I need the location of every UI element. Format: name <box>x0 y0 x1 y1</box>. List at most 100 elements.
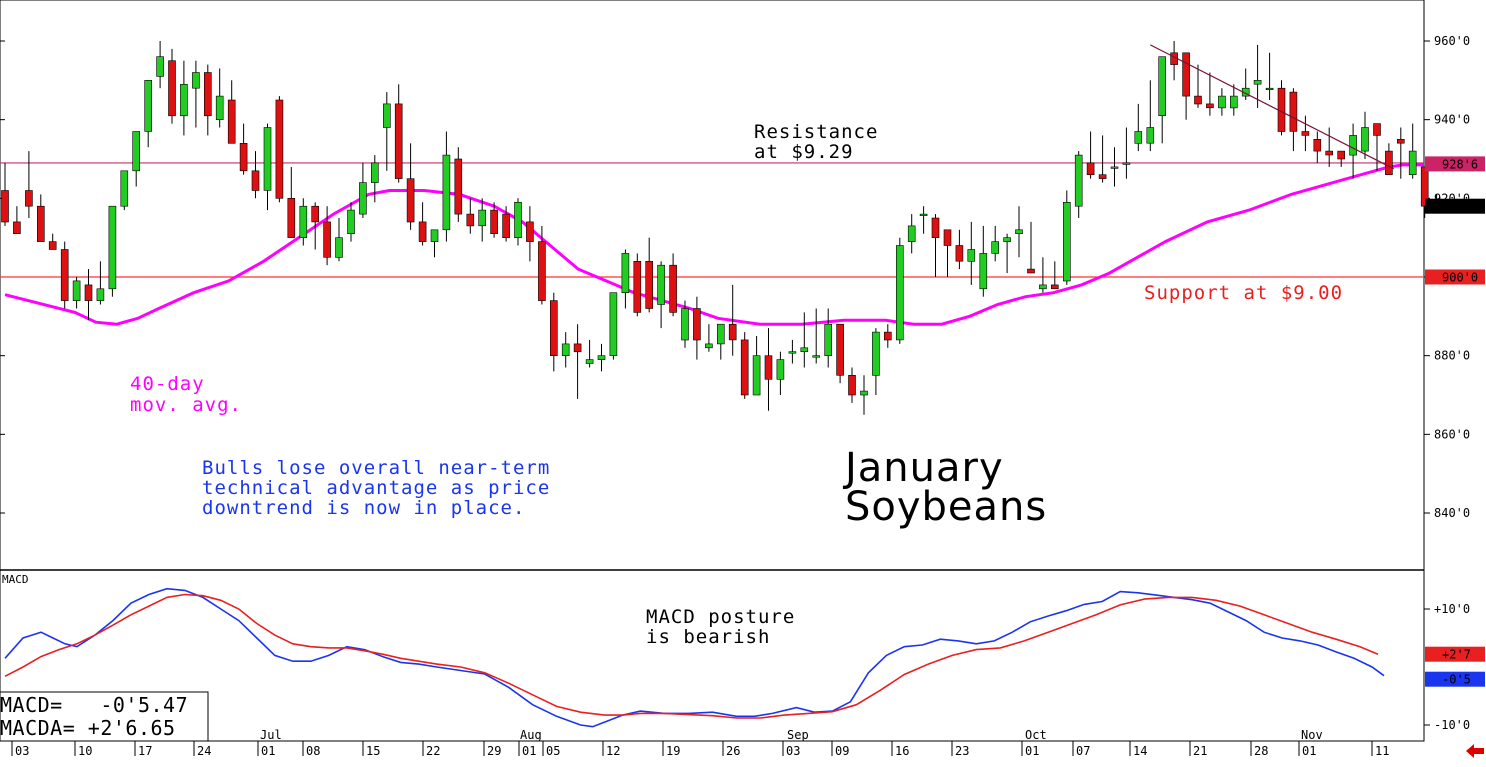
candle-up <box>120 170 129 207</box>
candle-up <box>824 323 833 357</box>
candle-down <box>669 264 677 313</box>
candle-down <box>1086 162 1095 175</box>
price-tag-bg <box>1425 269 1485 285</box>
trendline-layer <box>1150 44 1394 170</box>
date-tick-label: 09 <box>835 744 849 758</box>
macd-tag-bg <box>1425 646 1485 662</box>
candle-up <box>132 131 140 172</box>
macd-tag: -0'5 <box>1442 673 1471 687</box>
candle-up <box>442 154 451 231</box>
month-label: Sep <box>787 728 809 742</box>
candle-up <box>1003 237 1011 242</box>
candle-down <box>275 99 284 199</box>
macd-tag: +2'7 <box>1442 648 1471 662</box>
candle-up <box>907 225 916 242</box>
candle-down <box>764 355 773 380</box>
candle-up <box>382 103 391 128</box>
candle-up <box>609 292 618 356</box>
candle-down <box>48 241 57 250</box>
candle-up <box>335 237 343 258</box>
date-tick-label: 17 <box>138 744 152 758</box>
candle-up <box>359 182 367 215</box>
candle-up <box>657 264 665 305</box>
macd-tag-bg <box>1425 671 1485 687</box>
date-tick-label: 19 <box>666 744 680 758</box>
month-label: Aug <box>520 728 542 742</box>
macda-line <box>4 593 1379 719</box>
candle-down <box>311 205 320 223</box>
price-tick-label: 860'0 <box>1434 427 1470 441</box>
candle-up <box>108 205 117 290</box>
date-tick-label: 03 <box>15 744 29 758</box>
candle-down <box>931 217 940 239</box>
candle-down <box>466 213 475 227</box>
candle-up <box>1146 127 1155 144</box>
chart-title-line-2: Soybeans <box>845 484 1047 530</box>
candle-down <box>693 308 701 341</box>
candle-up <box>621 253 630 293</box>
candle-down <box>406 178 415 223</box>
macd-tick-label: +10'0 <box>1434 602 1470 616</box>
candle-up <box>1230 95 1238 109</box>
candle-down <box>251 170 260 191</box>
candle-down <box>633 260 642 313</box>
macd-tick-label: -10'0 <box>1434 718 1470 732</box>
macd-lines <box>4 587 1385 728</box>
candle-up <box>752 355 761 396</box>
candle-down <box>1385 150 1393 176</box>
price-tick-label: 840'0 <box>1434 506 1470 520</box>
date-tick-label: 22 <box>426 744 440 758</box>
month-label: Oct <box>1025 728 1047 742</box>
price-tags: 928'6 918'0 900'0 +2'7 -0'5 <box>1425 156 1485 687</box>
date-tick-label: 23 <box>955 744 969 758</box>
candle-down <box>645 260 654 309</box>
scroll-right-arrow-icon[interactable] <box>1466 744 1484 758</box>
date-tick-label: 03 <box>786 744 800 758</box>
date-tick-label: 26 <box>726 744 740 758</box>
macd-comment-1: MACD posture <box>646 606 795 628</box>
date-tick-label: 01 <box>1025 744 1039 758</box>
macd-line <box>4 587 1385 728</box>
moving-average-layer <box>4 163 1424 326</box>
candle-down <box>1098 174 1107 179</box>
candle-up <box>585 359 594 364</box>
candle-up <box>705 343 713 349</box>
candle-down <box>502 213 510 239</box>
candle-down <box>549 300 558 357</box>
candle-up <box>514 202 522 239</box>
candle-up <box>561 343 570 356</box>
candle-up <box>681 308 689 341</box>
candle-down <box>287 198 296 238</box>
candle-up <box>1218 95 1226 109</box>
candle-down <box>1051 284 1059 290</box>
month-label: Jul <box>260 728 282 742</box>
candle-down <box>1373 123 1381 136</box>
candle-down <box>490 209 498 235</box>
candle-up <box>1122 162 1131 165</box>
candle-up <box>919 213 928 216</box>
candle-down <box>239 143 248 172</box>
candle-down <box>1289 91 1298 132</box>
candle-down <box>1325 150 1333 156</box>
candle-down <box>1027 268 1035 274</box>
candle-down <box>418 221 427 242</box>
date-tick-label: 07 <box>1076 744 1090 758</box>
candle-down <box>1313 139 1322 152</box>
candle-down <box>25 190 33 207</box>
resistance-annotation-2: at $9.29 <box>754 141 854 163</box>
candle-up <box>895 245 904 341</box>
price-tick-label: 940'0 <box>1434 113 1470 127</box>
price-tag: 900'0 <box>1442 271 1478 285</box>
price-tag: 918'0 <box>1442 200 1478 214</box>
candle-up <box>1361 127 1369 152</box>
candle-down <box>943 229 952 246</box>
candle-down <box>526 221 534 242</box>
date-tick-label: 29 <box>487 744 501 758</box>
candle-down <box>740 339 749 396</box>
macd-readout: MACD= -0'5.47 <box>0 693 188 717</box>
date-tick-label: 16 <box>895 744 909 758</box>
candle-down <box>955 245 964 262</box>
date-tick-label: 21 <box>1193 744 1207 758</box>
